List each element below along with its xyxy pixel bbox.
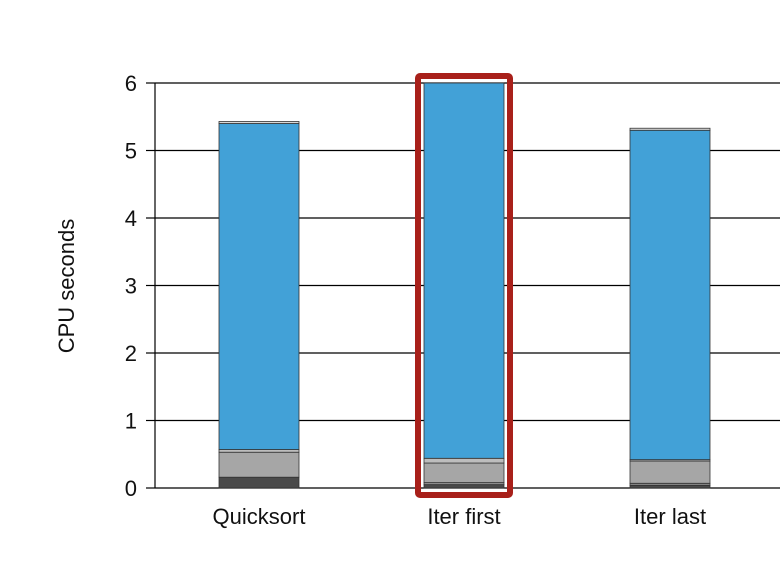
- highlight-frame: [415, 73, 513, 498]
- bar-segment: [629, 127, 711, 131]
- bar-segment: [629, 484, 711, 489]
- bar-segment: [218, 476, 300, 489]
- x-category-label: Iter first: [427, 504, 500, 529]
- bar-segment: [218, 121, 300, 124]
- bar-segment: [218, 449, 300, 453]
- x-axis-labels: Quicksort Iter first Iter last: [213, 504, 707, 529]
- y-tick-label: 3: [125, 274, 137, 299]
- y-axis-title: CPU seconds: [54, 219, 79, 354]
- bar-stack-iter-last: [629, 127, 711, 489]
- bar-segment: [629, 460, 711, 484]
- x-category-label: Quicksort: [213, 504, 306, 529]
- bar-segment: [218, 123, 300, 450]
- bar-segment: [423, 457, 505, 464]
- bar-segment: [423, 462, 505, 483]
- bar-stack-iter-first: [415, 73, 513, 498]
- y-tick-label: 2: [125, 341, 137, 366]
- bar-segment: [423, 82, 505, 459]
- y-tick-label: 1: [125, 409, 137, 434]
- y-tick-label: 6: [125, 71, 137, 96]
- bars: [218, 73, 711, 498]
- y-tick-label: 0: [125, 476, 137, 501]
- y-axis-ticks: 0 1 2 3 4 5 6: [125, 71, 156, 501]
- x-category-label: Iter last: [634, 504, 706, 529]
- bar-segment: [218, 451, 300, 478]
- bar-segment: [629, 129, 711, 461]
- y-tick-label: 4: [125, 206, 137, 231]
- bar-stack-quicksort: [218, 121, 300, 489]
- bar-segment: [423, 484, 505, 489]
- y-tick-label: 5: [125, 139, 137, 164]
